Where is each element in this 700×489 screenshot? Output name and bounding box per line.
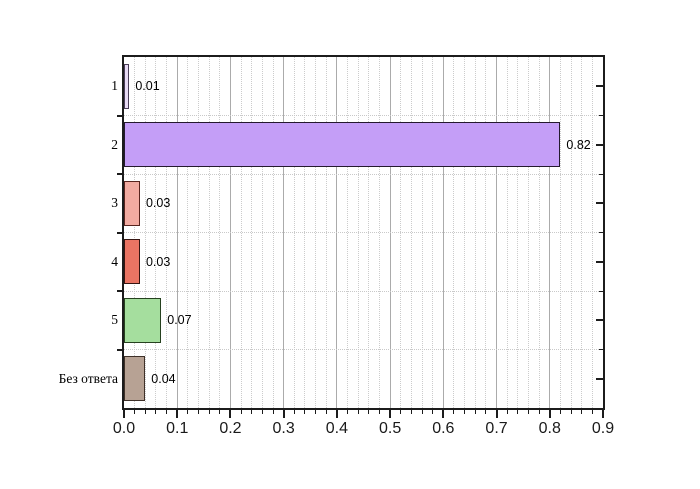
- y-axis-boundary-tick: [117, 348, 122, 351]
- y-axis-boundary-tick: [117, 290, 122, 292]
- bar-value-label: 0.03: [145, 196, 171, 211]
- y-axis-category-label: 4: [111, 253, 118, 269]
- x-axis-minor-tick: [410, 410, 412, 414]
- x-axis-minor-tick: [538, 410, 540, 414]
- x-axis-tick-label: 0.8: [538, 420, 561, 437]
- x-axis-tick-label: 0.6: [432, 420, 455, 437]
- x-axis-tick-label: 0.1: [166, 420, 189, 437]
- x-axis-minor-tick: [251, 410, 253, 414]
- x-axis-minor-tick: [208, 410, 210, 414]
- bar-value-label: 0.04: [151, 371, 176, 386]
- right-axis-minor-tick: [599, 232, 603, 233]
- bar-value-label: 0.01: [135, 79, 160, 94]
- x-axis-major-tick: [282, 410, 285, 418]
- bar: [124, 297, 162, 343]
- right-axis-major-tick: [596, 85, 603, 88]
- x-axis-minor-tick: [187, 410, 189, 414]
- x-axis-minor-tick: [347, 410, 349, 414]
- x-axis-minor-tick: [581, 410, 583, 414]
- x-axis-minor-tick: [261, 410, 263, 414]
- x-axis-minor-tick: [293, 410, 295, 414]
- x-axis-tick-label: 0.2: [219, 420, 242, 437]
- x-axis-major-tick: [389, 410, 392, 418]
- bar: [124, 239, 140, 285]
- x-axis-minor-tick: [134, 410, 136, 414]
- x-axis-minor-tick: [570, 410, 572, 414]
- x-axis-tick-label: 0.3: [272, 420, 295, 437]
- bar-value-label: 0.03: [145, 254, 171, 269]
- x-axis-minor-tick: [315, 410, 317, 414]
- gridline-horizontal-minor: [124, 115, 603, 116]
- right-axis-major-tick: [596, 377, 603, 380]
- x-axis-minor-tick: [517, 410, 519, 414]
- x-axis-tick-label: 0.4: [325, 420, 348, 437]
- bar: [124, 180, 140, 226]
- y-axis-category-label: Без ответа: [58, 370, 118, 386]
- y-axis-category-label: 1: [111, 78, 118, 94]
- x-axis-minor-tick: [559, 410, 561, 414]
- x-axis-minor-tick: [325, 410, 327, 414]
- x-axis-minor-tick: [591, 410, 593, 414]
- right-axis-minor-tick: [599, 290, 603, 292]
- plot-area: 0.01 0.82 0.03 0.03 0.07 0.04: [122, 55, 605, 410]
- x-axis-major-tick: [602, 410, 604, 418]
- x-axis-minor-tick: [155, 410, 157, 414]
- x-axis-minor-tick: [166, 410, 168, 414]
- x-axis-tick-label: 0.9: [591, 420, 615, 437]
- x-axis-minor-tick: [240, 410, 242, 414]
- x-axis-major-tick: [548, 410, 551, 418]
- y-axis-boundary-tick: [117, 231, 122, 234]
- bar: [124, 63, 130, 109]
- x-axis-minor-tick: [421, 410, 423, 414]
- x-axis-minor-tick: [304, 410, 306, 414]
- x-axis-major-tick: [229, 410, 232, 418]
- right-axis-major-tick: [596, 202, 603, 205]
- right-axis-major-tick: [596, 143, 603, 146]
- x-axis-minor-tick: [453, 410, 455, 414]
- right-axis-minor-tick: [599, 115, 603, 116]
- bar-value-label: 0.07: [167, 313, 192, 328]
- x-axis-major-tick: [176, 410, 179, 418]
- gridline-horizontal-minor: [124, 173, 603, 175]
- right-axis-minor-tick: [599, 173, 603, 175]
- x-axis-tick-label: 0.5: [378, 420, 402, 437]
- right-axis-major-tick: [596, 319, 603, 322]
- x-axis-minor-tick: [527, 410, 529, 414]
- x-axis-minor-tick: [485, 410, 487, 414]
- right-axis-minor-tick: [599, 349, 603, 350]
- x-axis-tick-label: 0.7: [485, 420, 508, 437]
- x-axis-minor-tick: [432, 410, 434, 414]
- x-axis-minor-tick: [474, 410, 476, 414]
- y-axis-category-label: 2: [111, 136, 118, 152]
- bar: [124, 356, 146, 402]
- x-axis-minor-tick: [400, 410, 402, 414]
- x-axis-minor-tick: [378, 410, 380, 414]
- y-axis-boundary-tick: [117, 114, 122, 117]
- y-axis-boundary-tick: [117, 173, 122, 175]
- x-axis-minor-tick: [272, 410, 274, 414]
- x-axis-minor-tick: [198, 410, 199, 414]
- gridline-horizontal-minor: [124, 232, 603, 233]
- y-axis-category-label: 5: [111, 312, 118, 328]
- right-axis-major-tick: [596, 260, 603, 263]
- x-axis-major-tick: [495, 410, 498, 418]
- gridline-horizontal-minor: [124, 290, 603, 292]
- x-axis-minor-tick: [506, 410, 508, 414]
- x-axis-major-tick: [442, 410, 445, 418]
- x-axis-major-tick: [335, 410, 338, 418]
- x-axis-minor-tick: [357, 410, 359, 414]
- x-axis-minor-tick: [464, 410, 466, 414]
- x-axis-minor-tick: [144, 410, 146, 414]
- bar-value-label: 0.82: [566, 137, 591, 152]
- x-axis-minor-tick: [219, 410, 221, 414]
- x-axis-major-tick: [123, 410, 125, 418]
- x-axis-tick-label: 0.0: [112, 420, 136, 437]
- gridline-horizontal-minor: [124, 349, 603, 350]
- y-axis-category-label: 3: [111, 195, 118, 211]
- bar: [124, 122, 561, 168]
- x-axis-minor-tick: [368, 410, 370, 414]
